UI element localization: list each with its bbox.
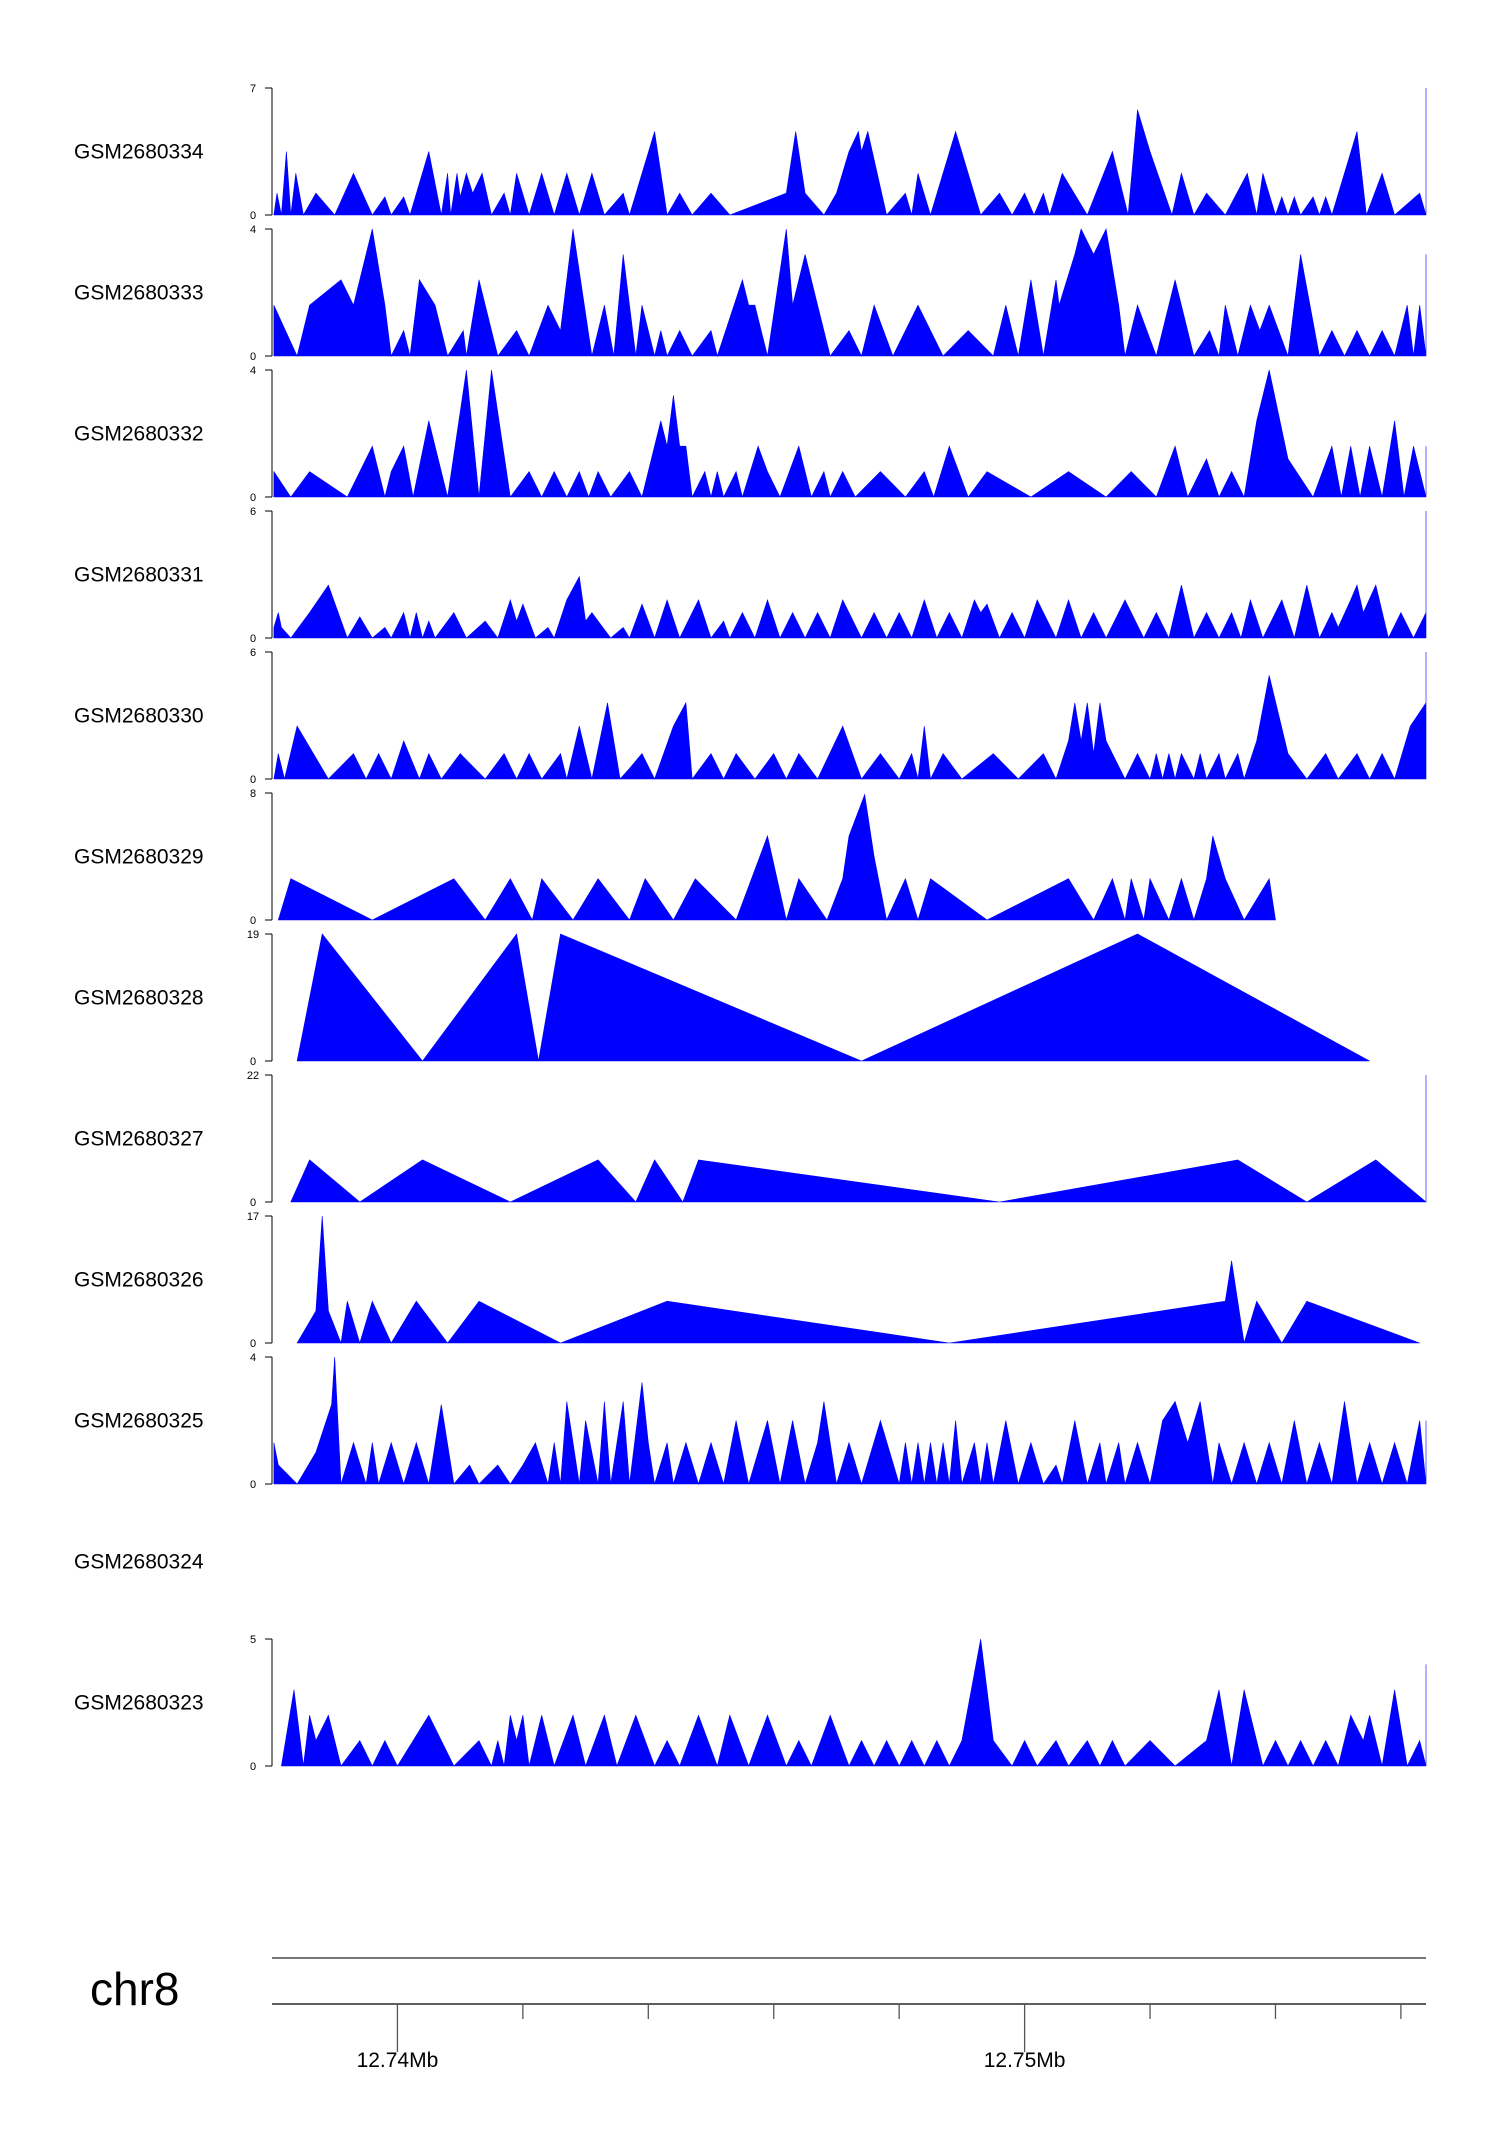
- y-axis-max-label: 7: [250, 83, 256, 95]
- y-axis-min-label: 0: [250, 915, 256, 927]
- y-axis-max-label: 6: [250, 506, 256, 518]
- y-axis-min-label: 0: [250, 774, 256, 786]
- coverage-area: [297, 934, 1370, 1061]
- y-axis-min-label: 0: [250, 1338, 256, 1350]
- y-axis-min-label: 0: [250, 351, 256, 363]
- y-axis-min-label: 0: [250, 1479, 256, 1491]
- coverage-area: [274, 229, 1426, 356]
- coverage-area: [281, 1639, 1426, 1766]
- track-GSM2680330: GSM2680330 6 0: [74, 647, 1426, 786]
- track-GSM2680325: GSM2680325 4 0: [74, 1352, 1426, 1491]
- coverage-area: [291, 1075, 1426, 1202]
- coverage-area: [274, 88, 1426, 215]
- track-GSM2680323: GSM2680323 5 0: [74, 1634, 1426, 1773]
- track-GSM2680326: GSM2680326 17 0: [74, 1211, 1420, 1350]
- y-axis-max-label: 19: [247, 929, 259, 941]
- track-label: GSM2680333: [74, 282, 204, 305]
- track-label: GSM2680326: [74, 1269, 204, 1292]
- coverage-area: [274, 511, 1426, 638]
- y-axis-max-label: 5: [250, 1634, 256, 1646]
- y-axis-max-label: 4: [250, 224, 256, 236]
- track-label: GSM2680334: [74, 141, 204, 164]
- y-axis-max-label: 17: [247, 1211, 259, 1223]
- y-axis-max-label: 4: [250, 365, 256, 377]
- y-axis-min-label: 0: [250, 1197, 256, 1209]
- coverage-area: [297, 1216, 1420, 1343]
- y-axis-max-label: 22: [247, 1070, 259, 1082]
- coverage-area: [274, 1357, 1426, 1484]
- track-label: GSM2680331: [74, 564, 204, 587]
- track-GSM2680327: GSM2680327 22 0: [74, 1070, 1426, 1209]
- coverage-area: [278, 795, 1275, 920]
- y-axis-min-label: 0: [250, 1761, 256, 1773]
- y-axis-max-label: 8: [250, 788, 256, 800]
- coverage-area: [274, 652, 1426, 779]
- track-label: GSM2680327: [74, 1128, 204, 1151]
- y-axis-min-label: 0: [250, 492, 256, 504]
- chromosome-label: chr8: [90, 1963, 179, 2015]
- track-GSM2680333: GSM2680333 4 0: [74, 224, 1426, 363]
- track-GSM2680332: GSM2680332 4 0: [74, 365, 1426, 504]
- track-label: GSM2680325: [74, 1410, 204, 1433]
- coverage-area: [274, 370, 1426, 497]
- track-label: GSM2680332: [74, 423, 204, 446]
- coverage-tracks: GSM268033470GSM268033340GSM268033240GSM2…: [74, 83, 1426, 1773]
- track-label: GSM2680324: [74, 1551, 204, 1574]
- track-label: GSM2680323: [74, 1692, 204, 1715]
- major-tick-label: 12.74Mb: [357, 2049, 439, 2072]
- y-axis-max-label: 4: [250, 1352, 256, 1364]
- y-axis-max-label: 6: [250, 647, 256, 659]
- y-axis-min-label: 0: [250, 1056, 256, 1068]
- major-tick-label: 12.75Mb: [984, 2049, 1066, 2072]
- track-label: GSM2680330: [74, 705, 204, 728]
- track-GSM2680328: GSM2680328 19 0: [74, 929, 1370, 1068]
- genome-axis-ticks: 12.74Mb 12.75Mb: [357, 2004, 1401, 2072]
- track-GSM2680331: GSM2680331 6 0: [74, 506, 1426, 645]
- genome-axis: chr8 12.74Mb 12.75Mb: [90, 1958, 1426, 2072]
- track-label: GSM2680329: [74, 846, 204, 869]
- y-axis-min-label: 0: [250, 633, 256, 645]
- track-GSM2680324: GSM2680324: [74, 1551, 204, 1574]
- track-label: GSM2680328: [74, 987, 204, 1010]
- track-GSM2680334: GSM2680334 7 0: [74, 83, 1426, 222]
- y-axis-min-label: 0: [250, 210, 256, 222]
- track-GSM2680329: GSM2680329 8 0: [74, 788, 1276, 927]
